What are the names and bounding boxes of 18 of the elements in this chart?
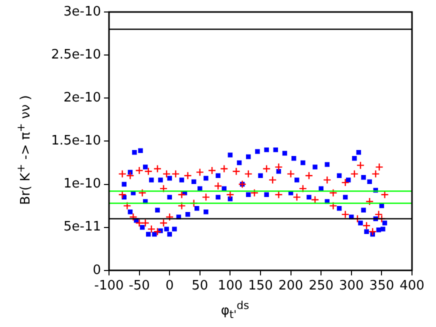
y-tick-label: 5e-11 — [63, 220, 101, 235]
x-tick-label: 350 — [369, 278, 394, 294]
x-tick-label: 400 — [400, 278, 424, 294]
x-tick-label: -100 — [94, 278, 124, 294]
y-tick-label: 3e-10 — [63, 4, 101, 20]
y-tick-label: 0 — [92, 262, 101, 278]
y-tick-label: 2e-10 — [63, 90, 101, 106]
y-tick-label: 1.5e-10 — [51, 134, 101, 149]
y-tick-label: 1e-10 — [63, 176, 101, 192]
x-tick-label: 50 — [192, 278, 208, 294]
x-tick-label: 300 — [338, 278, 364, 294]
x-tick-label: -50 — [128, 278, 150, 294]
x-tick-label: 100 — [218, 278, 243, 294]
x-tick-label: 250 — [308, 278, 334, 294]
x-tick-label: 200 — [278, 278, 304, 294]
x-tick-label: 150 — [248, 278, 273, 294]
y-tick-label: 2.5e-10 — [51, 47, 101, 62]
x-tick-label: 0 — [165, 278, 174, 294]
